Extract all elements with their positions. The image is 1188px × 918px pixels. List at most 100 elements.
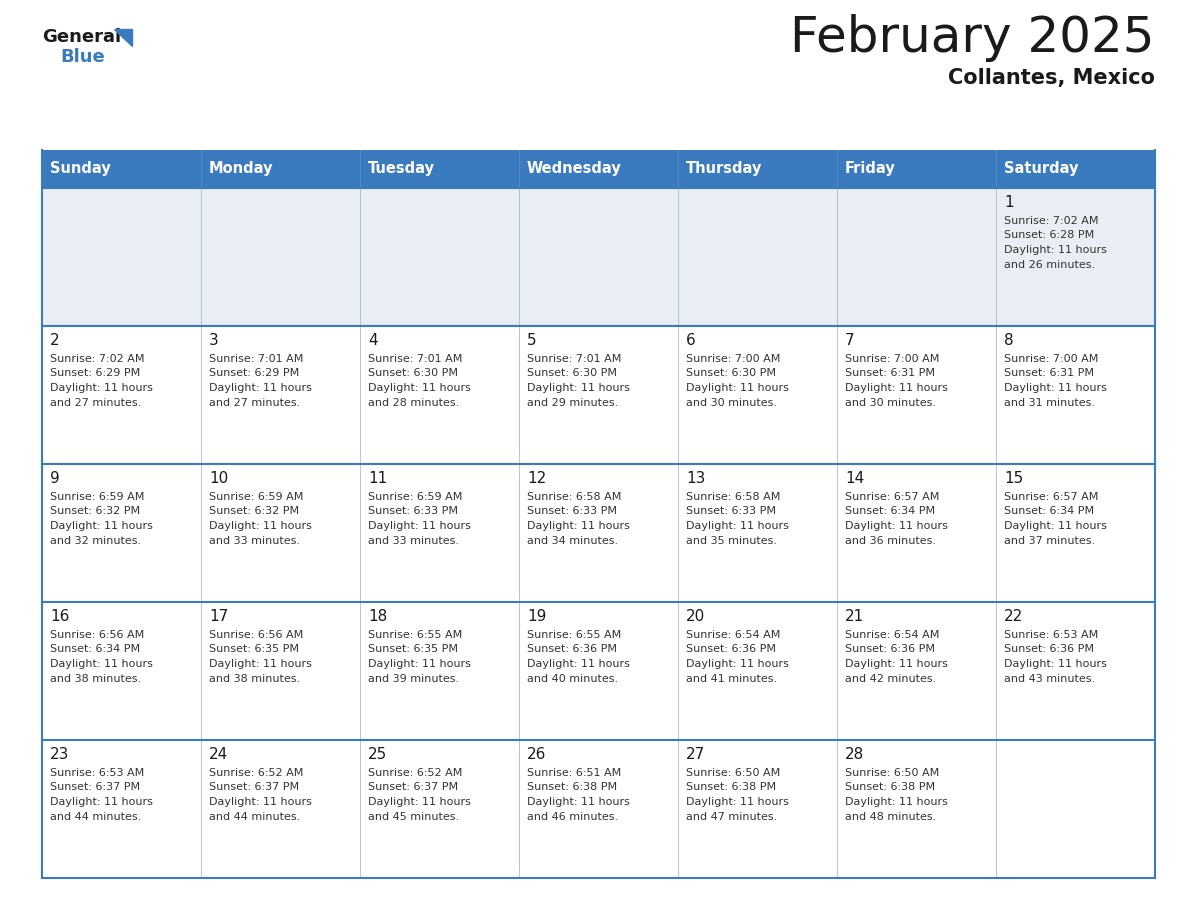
Text: Tuesday: Tuesday	[368, 162, 435, 176]
Text: Sunset: 6:32 PM: Sunset: 6:32 PM	[50, 507, 140, 517]
Text: 13: 13	[685, 471, 706, 486]
Text: and 33 minutes.: and 33 minutes.	[209, 535, 301, 545]
Bar	[42, 602, 1155, 740]
Text: and 27 minutes.: and 27 minutes.	[209, 397, 301, 408]
Text: and 30 minutes.: and 30 minutes.	[685, 397, 777, 408]
Text: Daylight: 11 hours: Daylight: 11 hours	[1004, 245, 1107, 255]
Text: and 35 minutes.: and 35 minutes.	[685, 535, 777, 545]
Text: Sunrise: 7:02 AM: Sunrise: 7:02 AM	[1004, 216, 1099, 226]
Text: and 38 minutes.: and 38 minutes.	[50, 674, 141, 684]
Text: Sunset: 6:31 PM: Sunset: 6:31 PM	[1004, 368, 1094, 378]
Text: Sunrise: 6:55 AM: Sunrise: 6:55 AM	[527, 630, 621, 640]
Text: Sunday: Sunday	[50, 162, 110, 176]
Text: and 29 minutes.: and 29 minutes.	[527, 397, 618, 408]
Text: Daylight: 11 hours: Daylight: 11 hours	[1004, 659, 1107, 669]
Text: Sunset: 6:34 PM: Sunset: 6:34 PM	[50, 644, 140, 655]
Text: Daylight: 11 hours: Daylight: 11 hours	[685, 659, 789, 669]
Text: Daylight: 11 hours: Daylight: 11 hours	[50, 797, 153, 807]
Text: Sunrise: 7:01 AM: Sunrise: 7:01 AM	[368, 354, 462, 364]
Text: 8: 8	[1004, 333, 1013, 348]
Text: Sunrise: 7:01 AM: Sunrise: 7:01 AM	[527, 354, 621, 364]
Text: Sunset: 6:35 PM: Sunset: 6:35 PM	[368, 644, 459, 655]
Text: and 34 minutes.: and 34 minutes.	[527, 535, 618, 545]
Text: Daylight: 11 hours: Daylight: 11 hours	[527, 521, 630, 531]
Text: and 33 minutes.: and 33 minutes.	[368, 535, 459, 545]
Text: Daylight: 11 hours: Daylight: 11 hours	[209, 521, 312, 531]
Text: Blue: Blue	[61, 48, 105, 66]
Text: and 37 minutes.: and 37 minutes.	[1004, 535, 1095, 545]
Text: Daylight: 11 hours: Daylight: 11 hours	[845, 383, 948, 393]
Text: Daylight: 11 hours: Daylight: 11 hours	[1004, 383, 1107, 393]
Text: Sunset: 6:30 PM: Sunset: 6:30 PM	[527, 368, 617, 378]
Text: Wednesday: Wednesday	[527, 162, 621, 176]
Text: Sunrise: 6:59 AM: Sunrise: 6:59 AM	[50, 492, 145, 502]
Text: Sunset: 6:36 PM: Sunset: 6:36 PM	[685, 644, 776, 655]
Text: Daylight: 11 hours: Daylight: 11 hours	[845, 797, 948, 807]
Text: Sunrise: 7:00 AM: Sunrise: 7:00 AM	[685, 354, 781, 364]
Text: Sunset: 6:38 PM: Sunset: 6:38 PM	[527, 782, 617, 792]
Text: Friday: Friday	[845, 162, 896, 176]
Text: 28: 28	[845, 747, 864, 762]
Text: Collantes, Mexico: Collantes, Mexico	[948, 68, 1155, 88]
Text: and 36 minutes.: and 36 minutes.	[845, 535, 936, 545]
Text: and 30 minutes.: and 30 minutes.	[845, 397, 936, 408]
Text: Sunrise: 7:00 AM: Sunrise: 7:00 AM	[845, 354, 940, 364]
Text: Sunrise: 6:53 AM: Sunrise: 6:53 AM	[1004, 630, 1098, 640]
Text: and 32 minutes.: and 32 minutes.	[50, 535, 141, 545]
Text: Daylight: 11 hours: Daylight: 11 hours	[209, 797, 312, 807]
Text: 3: 3	[209, 333, 219, 348]
Text: 14: 14	[845, 471, 864, 486]
Text: Daylight: 11 hours: Daylight: 11 hours	[527, 659, 630, 669]
Text: 22: 22	[1004, 609, 1023, 624]
Text: Sunrise: 6:51 AM: Sunrise: 6:51 AM	[527, 768, 621, 778]
Text: Sunset: 6:32 PM: Sunset: 6:32 PM	[209, 507, 299, 517]
Text: Sunset: 6:38 PM: Sunset: 6:38 PM	[685, 782, 776, 792]
Text: Sunset: 6:31 PM: Sunset: 6:31 PM	[845, 368, 935, 378]
Text: Saturday: Saturday	[1004, 162, 1079, 176]
Text: Sunrise: 6:58 AM: Sunrise: 6:58 AM	[527, 492, 621, 502]
Text: 7: 7	[845, 333, 854, 348]
Text: 6: 6	[685, 333, 696, 348]
Text: Sunrise: 6:54 AM: Sunrise: 6:54 AM	[685, 630, 781, 640]
Text: and 48 minutes.: and 48 minutes.	[845, 812, 936, 822]
Text: Sunrise: 6:53 AM: Sunrise: 6:53 AM	[50, 768, 144, 778]
Text: Sunset: 6:37 PM: Sunset: 6:37 PM	[50, 782, 140, 792]
Text: and 46 minutes.: and 46 minutes.	[527, 812, 618, 822]
Text: Sunrise: 6:52 AM: Sunrise: 6:52 AM	[209, 768, 303, 778]
Text: and 27 minutes.: and 27 minutes.	[50, 397, 141, 408]
Text: Daylight: 11 hours: Daylight: 11 hours	[527, 797, 630, 807]
Text: 5: 5	[527, 333, 537, 348]
Text: Sunset: 6:36 PM: Sunset: 6:36 PM	[845, 644, 935, 655]
Text: Sunrise: 6:59 AM: Sunrise: 6:59 AM	[209, 492, 303, 502]
Text: Daylight: 11 hours: Daylight: 11 hours	[685, 383, 789, 393]
Text: and 40 minutes.: and 40 minutes.	[527, 674, 618, 684]
Text: Thursday: Thursday	[685, 162, 763, 176]
Text: Sunrise: 6:56 AM: Sunrise: 6:56 AM	[50, 630, 144, 640]
Text: Sunrise: 6:58 AM: Sunrise: 6:58 AM	[685, 492, 781, 502]
Text: Sunset: 6:37 PM: Sunset: 6:37 PM	[368, 782, 459, 792]
Text: Daylight: 11 hours: Daylight: 11 hours	[50, 521, 153, 531]
Text: Sunset: 6:29 PM: Sunset: 6:29 PM	[209, 368, 299, 378]
Text: Sunrise: 7:02 AM: Sunrise: 7:02 AM	[50, 354, 145, 364]
Text: 1: 1	[1004, 195, 1013, 210]
Text: Daylight: 11 hours: Daylight: 11 hours	[368, 383, 470, 393]
Text: Daylight: 11 hours: Daylight: 11 hours	[50, 659, 153, 669]
Text: and 28 minutes.: and 28 minutes.	[368, 397, 460, 408]
Text: Daylight: 11 hours: Daylight: 11 hours	[845, 521, 948, 531]
Bar	[42, 188, 1155, 326]
Text: Sunset: 6:30 PM: Sunset: 6:30 PM	[368, 368, 459, 378]
Text: and 47 minutes.: and 47 minutes.	[685, 812, 777, 822]
Text: and 44 minutes.: and 44 minutes.	[50, 812, 141, 822]
Text: 11: 11	[368, 471, 387, 486]
Text: Daylight: 11 hours: Daylight: 11 hours	[209, 659, 312, 669]
Text: Sunset: 6:33 PM: Sunset: 6:33 PM	[527, 507, 617, 517]
Text: Sunrise: 7:01 AM: Sunrise: 7:01 AM	[209, 354, 303, 364]
Text: Sunrise: 6:55 AM: Sunrise: 6:55 AM	[368, 630, 462, 640]
Text: 12: 12	[527, 471, 546, 486]
Text: Sunrise: 6:57 AM: Sunrise: 6:57 AM	[1004, 492, 1099, 502]
Text: and 26 minutes.: and 26 minutes.	[1004, 260, 1095, 270]
Text: Sunrise: 6:57 AM: Sunrise: 6:57 AM	[845, 492, 940, 502]
Text: 18: 18	[368, 609, 387, 624]
Text: Daylight: 11 hours: Daylight: 11 hours	[845, 659, 948, 669]
Text: Daylight: 11 hours: Daylight: 11 hours	[685, 797, 789, 807]
